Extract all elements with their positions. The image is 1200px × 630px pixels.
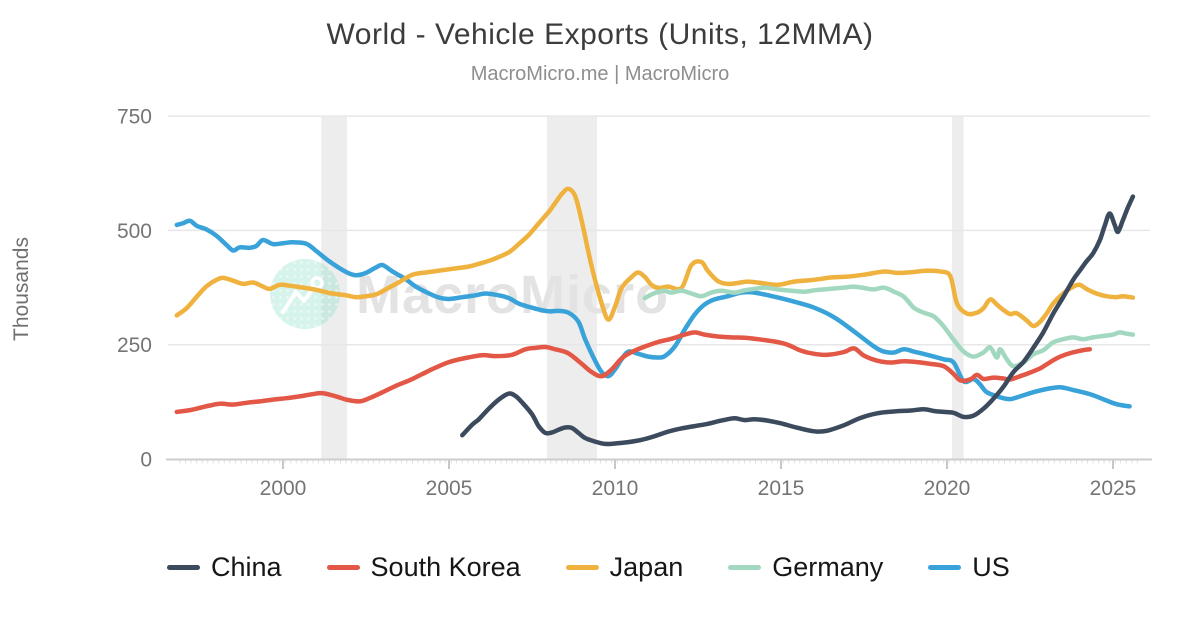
legend-swatch-icon xyxy=(167,565,200,570)
legend: China South Korea Japan Germany US xyxy=(167,552,1010,583)
x-tick-label: 2015 xyxy=(758,477,805,500)
legend-label: US xyxy=(972,552,1010,582)
legend-item-germany[interactable]: Germany xyxy=(728,552,883,583)
recession-band xyxy=(321,116,348,459)
series-line-japan[interactable] xyxy=(174,186,1136,329)
series-line-south-korea[interactable] xyxy=(174,330,1093,415)
watermark-text: MacroMicro xyxy=(356,265,670,325)
legend-label: China xyxy=(211,552,282,582)
watermark-logo-circle xyxy=(270,259,340,329)
chart-title: World - Vehicle Exports (Units, 12MMA) xyxy=(326,18,874,51)
legend-swatch-icon xyxy=(565,565,599,570)
chart-subtitle: MacroMicro.me | MacroMicro xyxy=(470,63,730,85)
y-tick-label: 0 xyxy=(140,449,152,472)
legend-swatch-icon xyxy=(928,565,962,570)
series-line-us[interactable] xyxy=(174,218,1132,409)
legend-label: Japan xyxy=(609,552,684,582)
legend-label: Germany xyxy=(772,552,884,582)
x-tick-label: 2005 xyxy=(426,477,473,500)
y-tick-label: 750 xyxy=(117,106,152,129)
legend-swatch-icon xyxy=(326,565,360,570)
recession-band xyxy=(952,116,964,459)
y-tick-label: 500 xyxy=(117,220,152,243)
legend-item-south-korea[interactable]: South Korea xyxy=(326,552,521,583)
legend-label: South Korea xyxy=(370,552,521,582)
x-tick-label: 2020 xyxy=(924,477,971,500)
x-tick-label: 2000 xyxy=(260,477,307,500)
y-axis-title: Thousands xyxy=(10,237,33,341)
legend-item-japan[interactable]: Japan xyxy=(565,552,684,583)
y-tick-label: 250 xyxy=(117,334,152,357)
series-line-china[interactable] xyxy=(460,194,1136,447)
recession-band xyxy=(546,116,597,459)
x-tick-label: 2025 xyxy=(1090,477,1137,500)
legend-item-us[interactable]: US xyxy=(928,552,1010,583)
legend-item-china[interactable]: China xyxy=(167,552,282,583)
legend-swatch-icon xyxy=(728,565,762,570)
x-tick-label: 2010 xyxy=(592,477,639,500)
macromicro-logo-icon xyxy=(281,276,324,314)
series-line-germany[interactable] xyxy=(642,284,1136,369)
